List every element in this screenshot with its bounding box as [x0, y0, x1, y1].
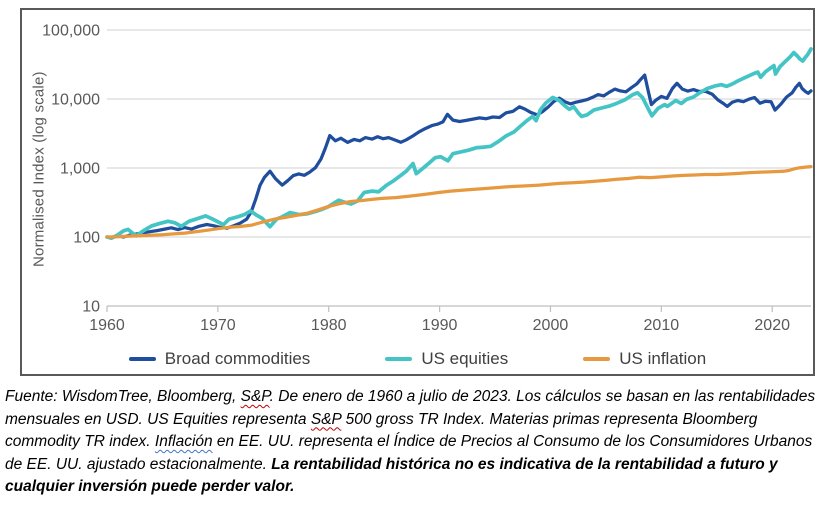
- legend-item-us-inflation: US inflation: [583, 349, 706, 369]
- x-tick-label: 2020: [754, 317, 790, 334]
- legend-label: US equities: [421, 349, 509, 368]
- footer-segment: Inflación: [154, 433, 213, 451]
- y-tick-label: 10: [82, 299, 100, 316]
- y-tick-label: 100,000: [42, 23, 100, 40]
- x-tick-label: 1960: [89, 317, 125, 334]
- footer-segment: . De enero de 1960 a julio de 2023. Los …: [5, 388, 816, 428]
- series-us-inflation: [105, 164, 813, 239]
- series-broad-commodities: [105, 73, 813, 240]
- x-tick-label: 1980: [311, 317, 347, 334]
- legend-swatch: [385, 357, 413, 361]
- legend-label: Broad commodities: [164, 349, 311, 368]
- legend-swatch: [128, 357, 156, 361]
- footer-segment: La rentabilidad histórica no es indicati…: [5, 455, 778, 496]
- legend-item-broad-commodities: Broad commodities: [128, 349, 311, 369]
- footer-segment: S&P: [310, 410, 342, 428]
- legend-label: US inflation: [619, 349, 707, 368]
- x-tick-label: 1990: [422, 317, 458, 334]
- x-tick-label: 2010: [644, 317, 680, 334]
- chart-legend: Broad commodities US equities US inflation: [22, 349, 813, 369]
- footer-segment: 500 gross TR Index. Materias primas repr…: [5, 410, 758, 451]
- footer-segment: S&P: [240, 388, 270, 405]
- y-tick-label: 100: [73, 230, 100, 247]
- footer-segment: en EE. UU. representa el Índice de Preci…: [5, 433, 813, 473]
- series-us-equities: [105, 47, 813, 241]
- legend-item-us-equities: US equities: [385, 349, 508, 369]
- y-tick-label: 1,000: [60, 161, 100, 178]
- x-tick-label: 2000: [533, 317, 569, 334]
- y-tick-label: 10,000: [51, 92, 100, 109]
- footer-segment: Fuente: WisdomTree, Bloomberg,: [5, 388, 241, 405]
- chart-frame: 100,000 10,000 1,000 100 10 1960 1970 1980 1990 2…: [20, 8, 815, 376]
- x-tick-label: 1970: [200, 317, 236, 334]
- y-axis-title: Normalised Index (log scale): [30, 71, 48, 267]
- legend-swatch: [583, 357, 611, 361]
- source-note: Fuente: WisdomTree, Bloomberg, S&P. De e…: [5, 386, 819, 499]
